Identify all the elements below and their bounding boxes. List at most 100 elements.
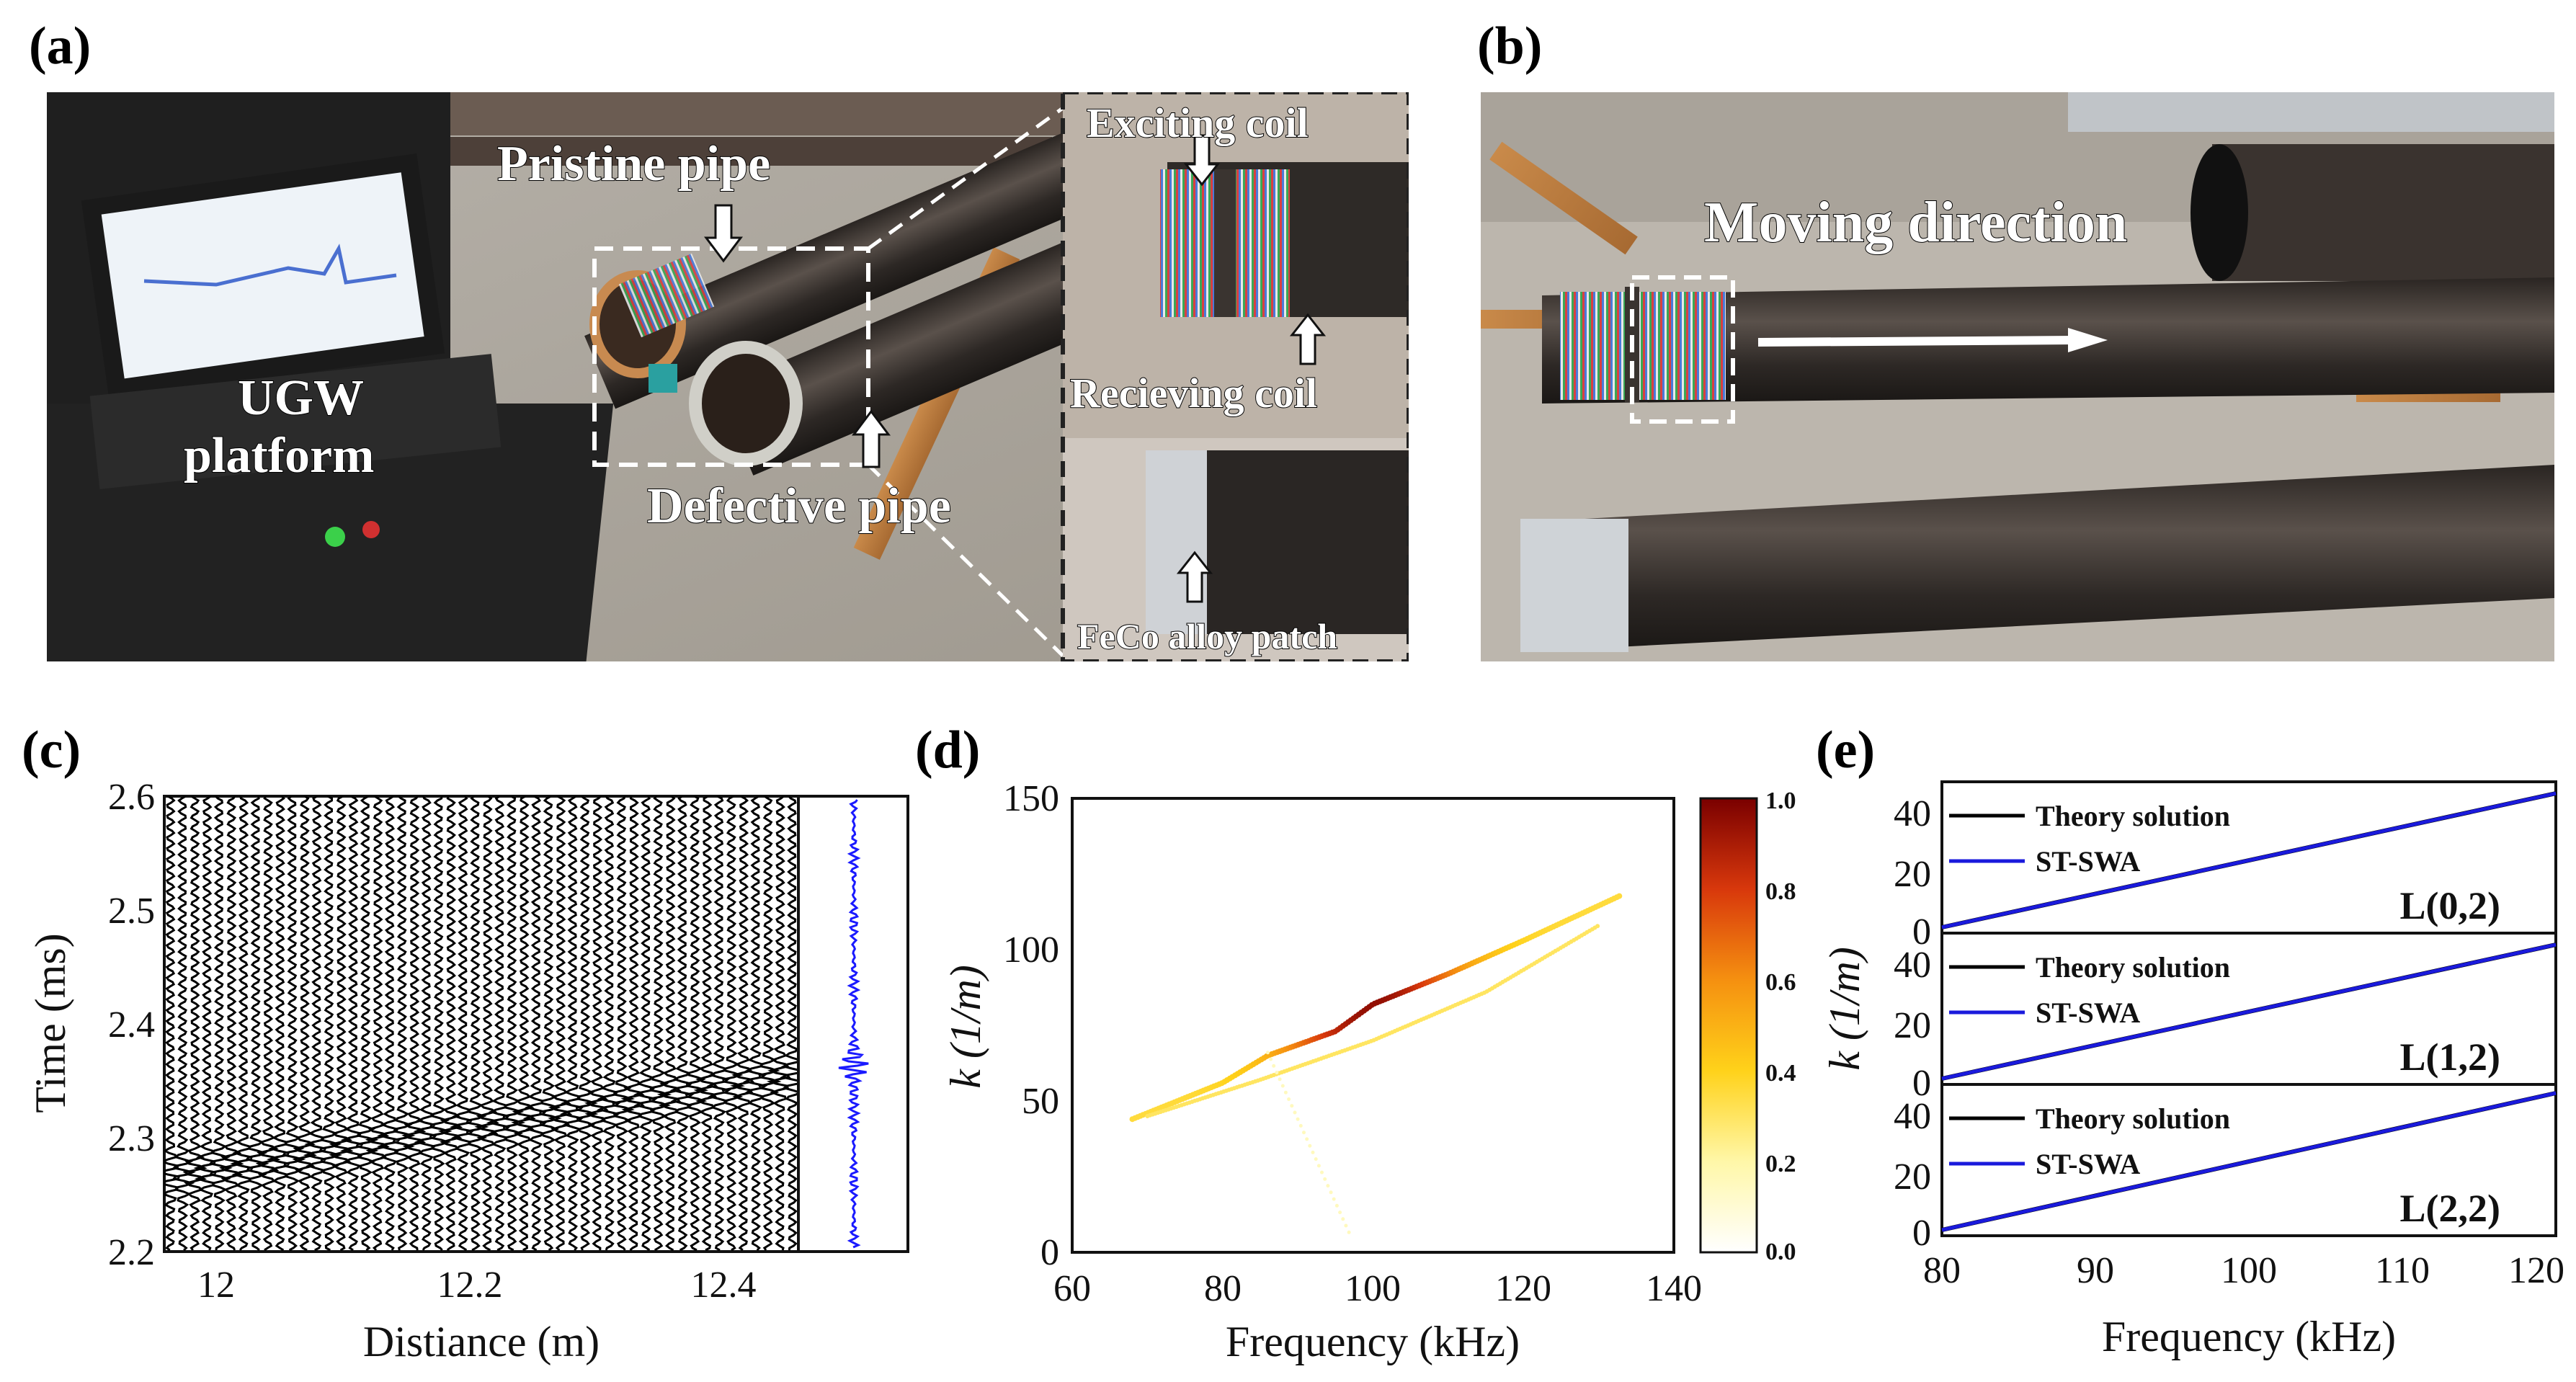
heat-point (1278, 1077, 1282, 1082)
legend-stswa-1: ST-SWA (2036, 845, 2140, 878)
panel-e-xticks: 80 90 100 110 120 (1923, 1250, 2564, 1291)
heat-point (1347, 1230, 1351, 1234)
panel-e-ytick: 0 (1912, 1063, 1931, 1104)
panel-e-ytick: 0 (1912, 1213, 1931, 1254)
heat-point (1280, 1084, 1285, 1088)
panel-d-xtick: 60 (1053, 1268, 1091, 1309)
stswa-line (1941, 1091, 2557, 1232)
colorbar-tick: 0.6 (1765, 969, 1796, 996)
panel-e-frame (1940, 780, 2557, 1237)
panel-c-ytick: 2.2 (108, 1232, 155, 1273)
wiggle-trace (648, 796, 672, 1252)
legend-stswa-2: ST-SWA (2036, 997, 2140, 1029)
panel-d-xtick: 100 (1345, 1268, 1401, 1309)
heat-point (1275, 1071, 1279, 1074)
heat-point (1329, 1190, 1333, 1195)
panel-e-ytick: 20 (1894, 1005, 1931, 1046)
wiggle-trace (474, 796, 499, 1252)
panel-d: (d) 0 50 100 150 60 80 100 120 140 Frequ… (915, 721, 1796, 1365)
panel-e-xlabel: Frequency (kHz) (2102, 1313, 2396, 1360)
panel-a-inset (1061, 92, 1409, 661)
stswa-line (1941, 942, 2557, 1081)
wiggle-trace (413, 796, 438, 1251)
panel-c-yticks: 2.2 2.3 2.4 2.5 2.6 (108, 777, 155, 1273)
wiggle-trace (766, 796, 791, 1251)
wiggle-trace (620, 796, 645, 1252)
wiggle-trace (685, 796, 709, 1252)
panel-d-heat-points (1129, 893, 1623, 1234)
panel-d-ytick: 50 (1022, 1081, 1059, 1122)
panel-d-xtick: 120 (1495, 1268, 1551, 1309)
panel-d-ylabel: k (1/m) (942, 965, 989, 1089)
colorbar-tick: 0.2 (1765, 1151, 1796, 1177)
heat-point (1308, 1144, 1312, 1148)
wiggle-trace (757, 796, 782, 1251)
wiggle-trace (377, 796, 401, 1251)
panel-c-wiggle-traces (164, 796, 798, 1252)
heat-point (1269, 1057, 1273, 1061)
heat-point (1323, 1177, 1327, 1181)
wiggle-trace (365, 796, 390, 1252)
heat-point (1305, 1137, 1309, 1141)
mode-label-2: L(1,2) (2400, 1035, 2500, 1079)
wiggle-trace (780, 796, 798, 1251)
wiggle-trace (575, 796, 599, 1251)
label-feco-patch: FeCo alloy patch (1077, 616, 1337, 656)
panel-e-subplot-3: Theory solution ST-SWA L(2,2) (1949, 1102, 2500, 1230)
panel-a-label: (a) (29, 17, 91, 76)
wiggle-trace (511, 796, 536, 1252)
panel-e-ytick: 20 (1894, 854, 1931, 895)
legend-stswa-3: ST-SWA (2036, 1148, 2140, 1180)
heat-point (1338, 1211, 1342, 1215)
wiggle-trace (486, 796, 511, 1252)
colorbar-tick: 0.0 (1765, 1239, 1796, 1265)
label-receiving-coil: Recieving coil (1070, 370, 1317, 416)
heat-point (1287, 1097, 1291, 1101)
panel-c-ytick: 2.6 (108, 777, 155, 818)
panel-e-ytick: 40 (1894, 793, 1931, 834)
legend-theory-3: Theory solution (2036, 1102, 2230, 1135)
wiggle-trace (164, 796, 181, 1252)
heat-point (1595, 924, 1600, 929)
panel-d-colorbar (1699, 797, 1758, 1254)
panel-d-frame (1071, 797, 1675, 1254)
panel-e-xtick: 90 (2077, 1250, 2114, 1291)
wiggle-trace (318, 796, 343, 1252)
panel-c-ytick: 2.3 (108, 1118, 155, 1159)
panel-b-label: (b) (1477, 17, 1542, 76)
wiggle-trace (559, 796, 584, 1251)
panel-c-xticks: 12 12.2 12.4 (197, 1265, 757, 1306)
label-defective-pipe: Defective pipe (647, 478, 951, 534)
mode-label-1: L(0,2) (2400, 884, 2500, 927)
wiggle-trace (218, 796, 244, 1251)
wiggle-trace (539, 796, 562, 1252)
panel-c: (c) 2.2 2.3 2.4 2.5 2.6 12 12.2 12.4 Dis… (22, 721, 909, 1365)
heat-point (1316, 1164, 1321, 1168)
wiggle-trace (182, 796, 208, 1251)
panel-d-yticks: 0 50 100 150 (1003, 778, 1059, 1273)
panel-e-subplot-1: Theory solution ST-SWA L(0,2) (1949, 800, 2500, 927)
panel-c-xlabel: Distiance (m) (363, 1318, 600, 1365)
label-exciting-coil: Exciting coil (1087, 99, 1309, 146)
wiggle-trace (656, 796, 682, 1252)
heat-point (1302, 1131, 1306, 1135)
panel-e-yticks: 40 20 0 40 20 0 40 20 0 (1894, 793, 1931, 1254)
panel-c-xtick: 12.4 (691, 1265, 757, 1306)
heat-point (1290, 1104, 1294, 1108)
wiggle-trace (230, 796, 254, 1251)
heat-point (1326, 1184, 1330, 1188)
panel-d-xlabel: Frequency (kHz) (1226, 1318, 1520, 1365)
panel-e-label: (e) (1816, 721, 1875, 780)
panel-c-ytick: 2.5 (108, 891, 155, 932)
stswa-line (1941, 791, 2557, 929)
wiggle-trace (355, 796, 379, 1252)
colorbar-tick: 0.8 (1765, 878, 1796, 905)
label-pristine-pipe: Pristine pipe (497, 136, 770, 192)
wiggle-trace (596, 796, 621, 1251)
heat-point (1320, 1170, 1324, 1174)
panel-d-ytick: 0 (1040, 1232, 1059, 1273)
heat-point (1265, 1051, 1270, 1055)
panel-d-colorbar-ticks: 1.0 0.8 0.6 0.4 0.2 0.0 (1765, 788, 1796, 1265)
wiggle-trace (721, 796, 745, 1252)
heat-point (1334, 1203, 1339, 1208)
